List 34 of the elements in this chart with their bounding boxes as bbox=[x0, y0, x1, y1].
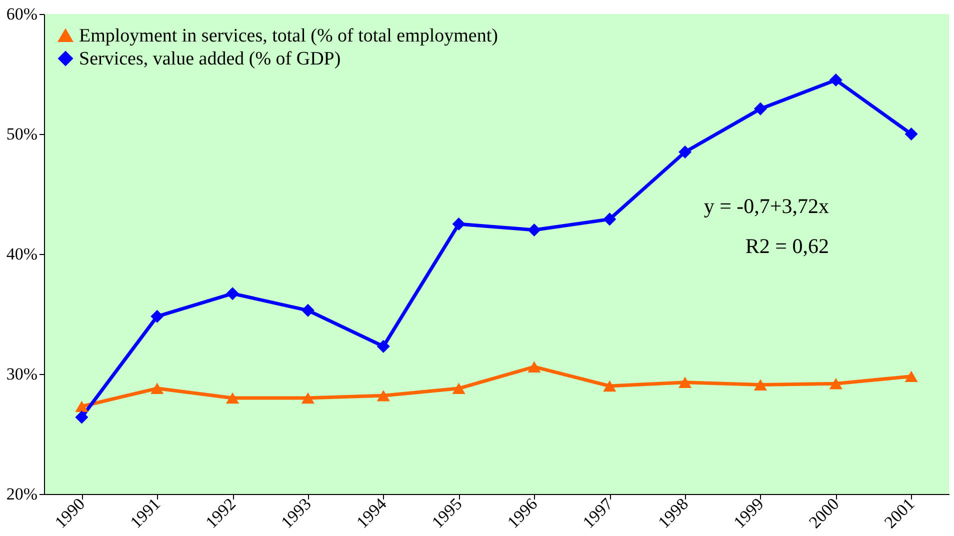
x-tick-label: 1991 bbox=[126, 494, 164, 532]
point bbox=[829, 73, 842, 87]
point bbox=[150, 310, 164, 323]
y-tick-label: 30% bbox=[6, 364, 38, 384]
point bbox=[376, 390, 390, 402]
point bbox=[528, 223, 541, 237]
y-tick-label: 20% bbox=[6, 484, 38, 504]
point bbox=[603, 212, 616, 226]
point bbox=[754, 102, 767, 116]
point bbox=[829, 378, 842, 390]
point bbox=[75, 400, 88, 412]
point bbox=[301, 392, 314, 404]
point bbox=[452, 217, 466, 231]
point bbox=[904, 127, 918, 141]
annotation: y = -0,7+3,72x bbox=[704, 194, 830, 218]
point bbox=[226, 287, 240, 300]
point bbox=[301, 304, 314, 317]
y-tick-label: 40% bbox=[6, 244, 38, 264]
annotation: R2 = 0,62 bbox=[745, 234, 829, 258]
y-tick-label: 50% bbox=[6, 124, 38, 144]
point bbox=[754, 379, 767, 390]
point bbox=[376, 340, 390, 353]
point bbox=[678, 376, 692, 388]
point bbox=[452, 382, 466, 394]
point bbox=[150, 382, 164, 394]
point bbox=[904, 370, 918, 382]
point bbox=[603, 380, 616, 392]
point bbox=[528, 361, 541, 372]
point bbox=[678, 145, 692, 159]
legend-label: Services, value added (% of GDP) bbox=[79, 48, 341, 70]
point bbox=[226, 392, 240, 404]
point bbox=[75, 410, 88, 424]
y-tick-label: 60% bbox=[6, 4, 38, 24]
legend-label: Employment in services, total (% of total employment) bbox=[79, 26, 498, 46]
